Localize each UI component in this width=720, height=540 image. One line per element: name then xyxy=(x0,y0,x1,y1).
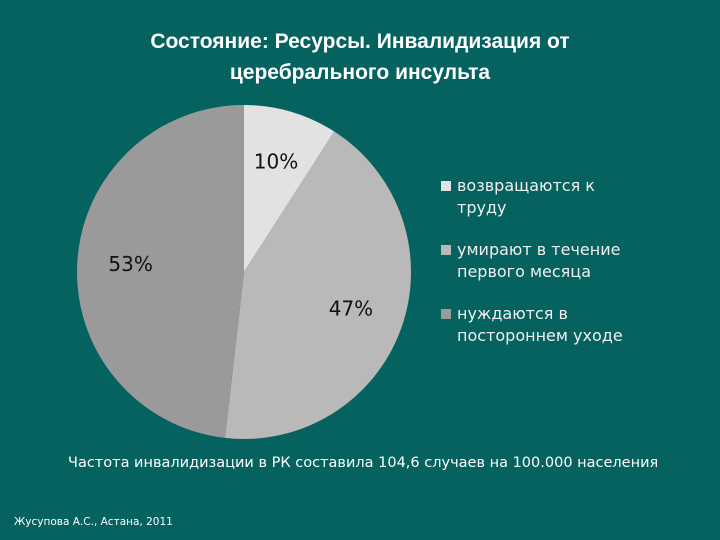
pie-slice xyxy=(244,105,335,272)
data-label: 10% xyxy=(254,150,298,174)
legend-item: умирают в течение первого месяца xyxy=(441,239,641,283)
pie-slice xyxy=(76,105,244,438)
legend-label: нуждаются в постороннем уходе xyxy=(457,304,623,345)
data-label: 47% xyxy=(329,297,373,321)
data-label: 53% xyxy=(108,252,152,276)
legend-label: умирают в течение первого месяца xyxy=(457,240,621,281)
legend-label: возвращаются к труду xyxy=(457,176,595,217)
legend-item: нуждаются в постороннем уходе xyxy=(441,303,641,347)
chart-title: Состояние: Ресурсы. Инвалидизация от цер… xyxy=(150,30,570,84)
source: Жусупова А.С., Астана, 2011 xyxy=(14,516,173,528)
note: Частота инвалидизации в РК составила 104… xyxy=(68,455,659,471)
legend-swatch xyxy=(441,181,451,191)
legend-item: возвращаются к труду xyxy=(441,175,641,219)
pie-slice xyxy=(224,131,411,439)
legend: возвращаются к труду умирают в течение пе… xyxy=(441,175,641,367)
legend-swatch xyxy=(441,309,451,319)
legend-swatch xyxy=(441,245,451,255)
